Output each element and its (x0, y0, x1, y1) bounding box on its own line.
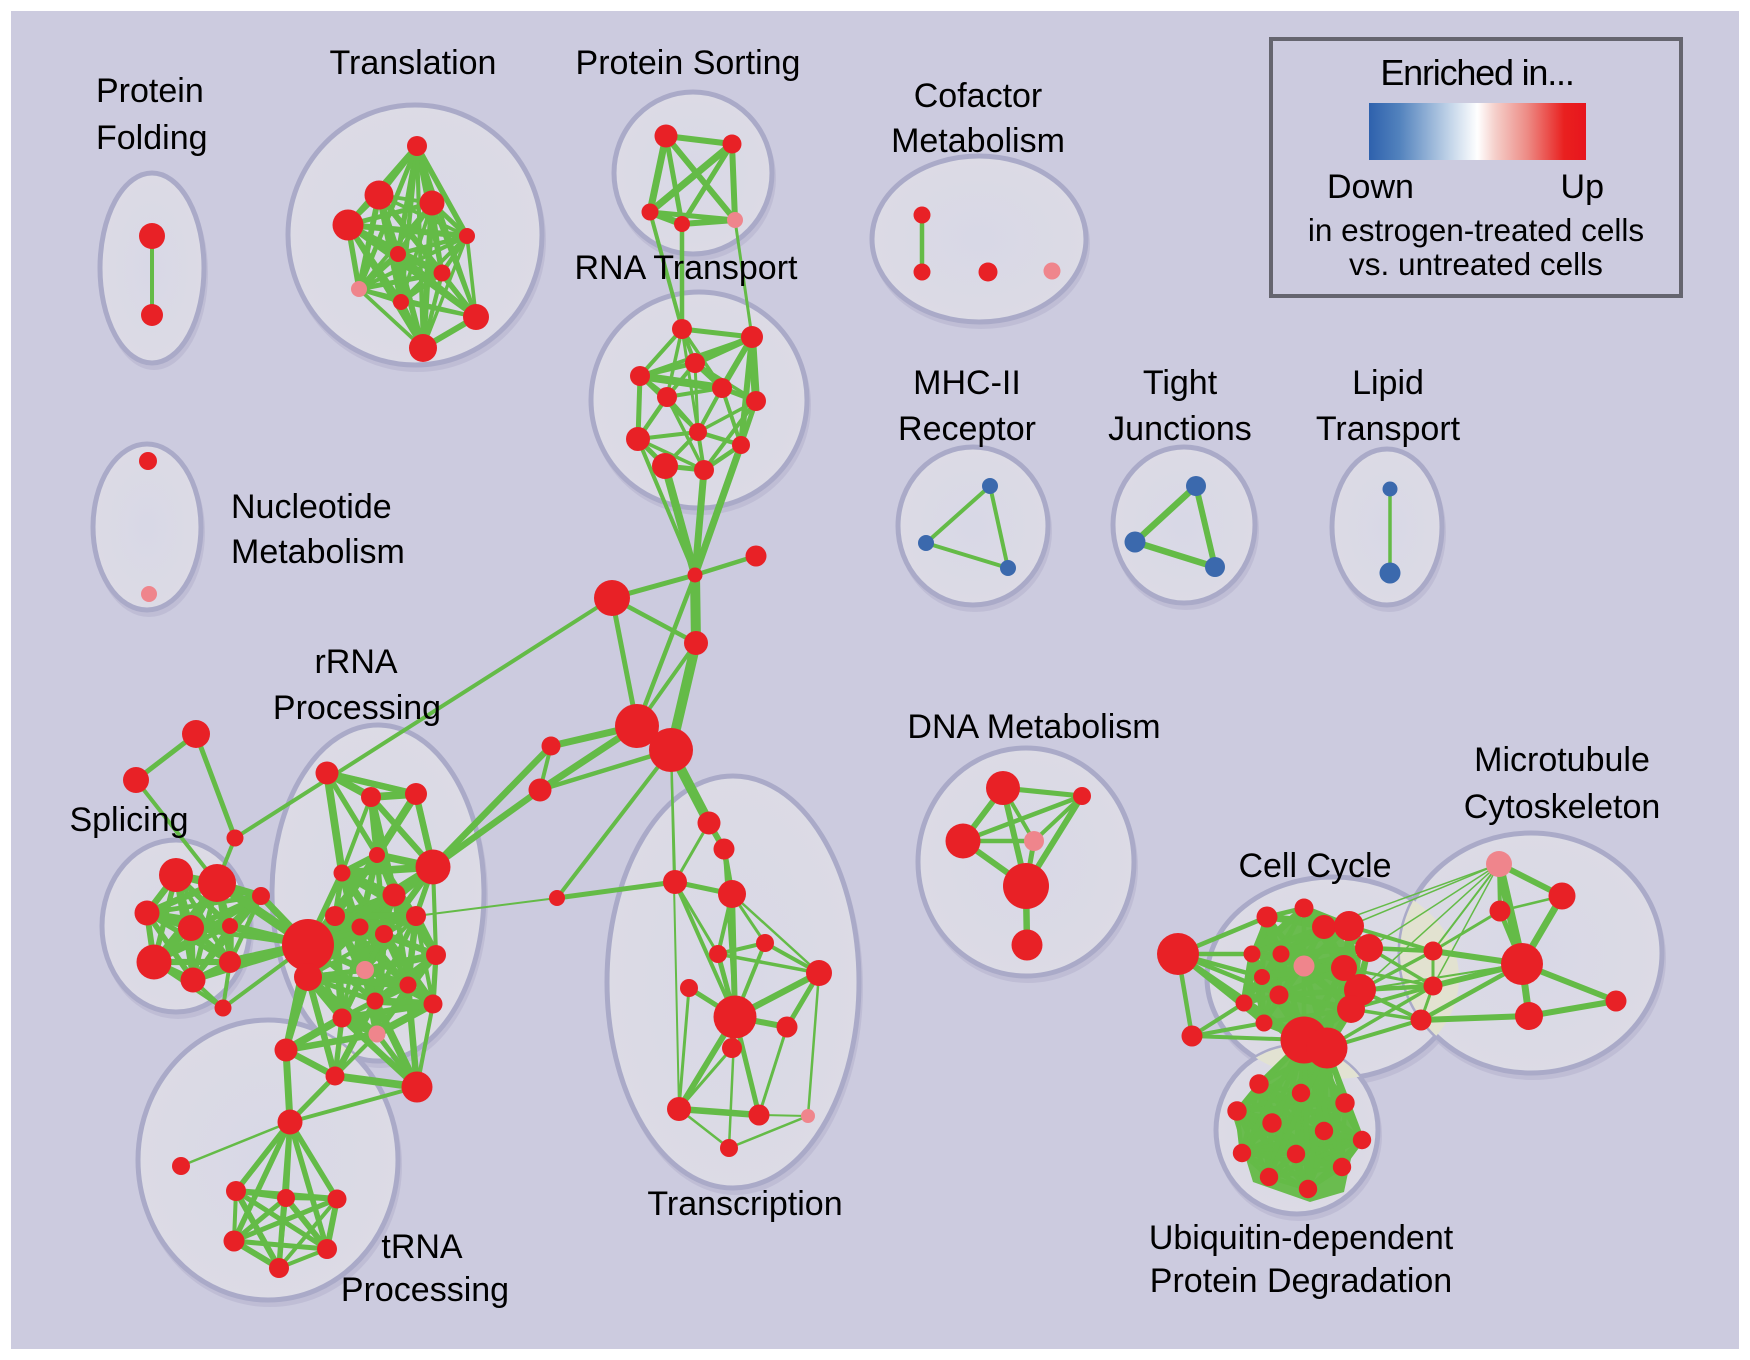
svg-text:Up: Up (1561, 168, 1604, 206)
svg-text:Cell Cycle: Cell Cycle (1238, 847, 1391, 885)
svg-text:Tight: Tight (1143, 364, 1218, 402)
svg-text:Protein Sorting: Protein Sorting (576, 44, 801, 82)
svg-text:Junctions: Junctions (1108, 410, 1252, 448)
svg-text:rRNA: rRNA (314, 643, 397, 681)
svg-text:Down: Down (1327, 168, 1414, 206)
svg-text:MHC-II: MHC-II (913, 364, 1021, 402)
svg-text:Transport: Transport (1316, 410, 1461, 448)
svg-text:in estrogen-treated cells: in estrogen-treated cells (1308, 212, 1644, 248)
svg-text:tRNA: tRNA (381, 1228, 463, 1266)
svg-text:Splicing: Splicing (69, 801, 188, 839)
svg-text:RNA Transport: RNA Transport (575, 249, 799, 287)
svg-text:Ubiquitin-dependent: Ubiquitin-dependent (1149, 1219, 1454, 1257)
svg-text:Enriched in...: Enriched in... (1380, 52, 1573, 93)
svg-text:Lipid: Lipid (1352, 364, 1424, 402)
svg-text:Transcription: Transcription (647, 1185, 842, 1223)
svg-text:Processing: Processing (273, 689, 441, 727)
svg-text:Cofactor: Cofactor (914, 77, 1043, 115)
svg-text:Protein: Protein (96, 72, 204, 110)
svg-text:Folding: Folding (96, 119, 208, 157)
svg-text:Translation: Translation (330, 44, 497, 82)
svg-text:Metabolism: Metabolism (891, 122, 1065, 160)
svg-text:Microtubule: Microtubule (1474, 741, 1650, 779)
svg-text:DNA Metabolism: DNA Metabolism (907, 708, 1160, 746)
svg-text:Cytoskeleton: Cytoskeleton (1464, 788, 1661, 826)
svg-text:Processing: Processing (341, 1271, 509, 1309)
svg-text:Metabolism: Metabolism (231, 533, 405, 571)
svg-text:vs. untreated cells: vs. untreated cells (1349, 246, 1603, 282)
svg-text:Nucleotide: Nucleotide (231, 488, 392, 526)
svg-text:Receptor: Receptor (898, 410, 1036, 448)
svg-text:Protein Degradation: Protein Degradation (1150, 1262, 1452, 1300)
